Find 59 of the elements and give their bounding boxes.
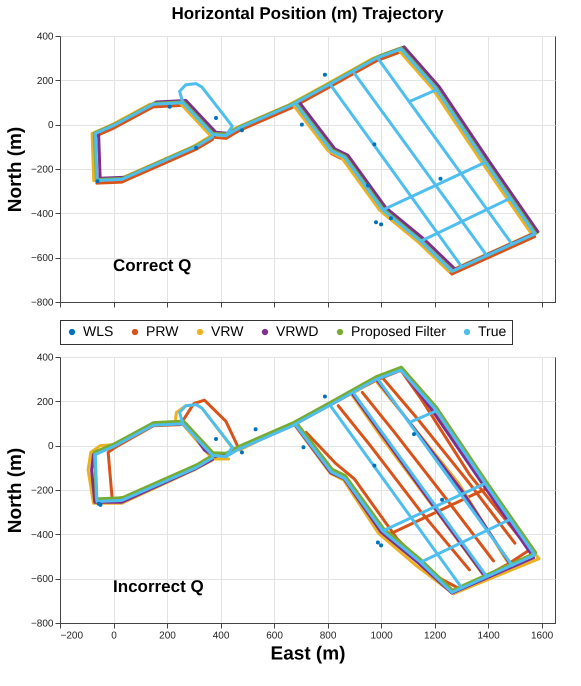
point <box>379 222 384 226</box>
point <box>372 142 376 146</box>
point <box>412 432 416 436</box>
x-tick-label: 1000 <box>370 630 394 642</box>
point <box>301 445 306 450</box>
point <box>376 540 380 545</box>
point <box>322 394 327 398</box>
y-tick-label: 0 <box>48 120 54 132</box>
point <box>372 464 376 468</box>
y-tick-label: −800 <box>30 618 54 630</box>
point <box>168 104 172 109</box>
y-tick-label: 400 <box>36 32 54 42</box>
point <box>214 116 218 120</box>
point <box>440 498 444 502</box>
y-tick-label: −800 <box>30 298 54 308</box>
point <box>300 122 304 127</box>
point <box>438 176 442 181</box>
x-axis-title: East (m) <box>270 644 346 664</box>
annotation: Incorrect Q <box>113 577 204 596</box>
legend-label: VRW <box>211 323 244 339</box>
legend-label: WLS <box>83 323 114 339</box>
y-tick-label: 400 <box>36 352 54 364</box>
y-tick-label: 200 <box>36 396 54 408</box>
y-tick-label: 200 <box>36 76 54 87</box>
x-tick-label: 600 <box>266 630 284 642</box>
x-tick-label: 1200 <box>424 630 447 642</box>
point <box>254 427 258 432</box>
point <box>322 72 327 77</box>
point <box>379 543 384 548</box>
point <box>240 450 244 454</box>
point <box>95 179 100 184</box>
x-tick-label: 400 <box>212 630 230 642</box>
y-tick-label: −400 <box>30 530 54 541</box>
x-tick-label: −200 <box>60 630 84 642</box>
legend-label: Proposed Filter <box>351 323 446 339</box>
x-tick-label: 200 <box>159 630 176 642</box>
y-axis-title: North (m) <box>4 126 26 212</box>
x-tick-label: 1400 <box>477 630 500 642</box>
x-tick-label: 1600 <box>530 630 554 642</box>
annotation: Correct Q <box>113 256 192 276</box>
y-axis-title: North (m) <box>4 448 26 534</box>
y-tick-label: −600 <box>30 574 54 586</box>
y-tick-label: −200 <box>30 486 54 496</box>
y-tick-label: 0 <box>48 441 54 452</box>
chart-title: Horizontal Position (m) Trajectory <box>171 4 444 23</box>
point <box>240 128 244 132</box>
legend-label: PRW <box>146 323 180 339</box>
y-tick-label: −600 <box>30 253 54 264</box>
point <box>374 220 378 224</box>
x-tick-label: 800 <box>320 630 337 642</box>
point <box>214 437 218 442</box>
y-tick-label: −400 <box>30 208 54 220</box>
legend-label: VRWD <box>276 323 319 339</box>
point <box>366 183 370 188</box>
y-tick-label: −200 <box>30 164 54 176</box>
legend-label: True <box>478 323 506 339</box>
point <box>388 216 393 220</box>
point <box>194 146 198 150</box>
x-tick-label: 0 <box>111 630 118 642</box>
